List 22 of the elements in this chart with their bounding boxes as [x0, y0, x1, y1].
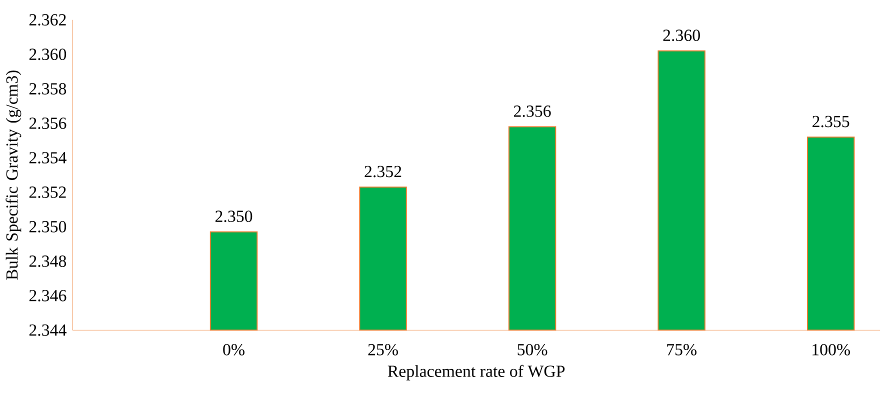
x-tick-label: 25% — [368, 344, 398, 356]
x-tick-label: 100% — [812, 344, 850, 356]
data-label: 2.352 — [364, 166, 402, 178]
data-label: 2.356 — [514, 106, 551, 118]
y-tick-label: 2.358 — [29, 83, 66, 95]
data-label: 2.360 — [663, 30, 700, 42]
x-axis-title: Replacement rate of WGP — [388, 365, 565, 381]
y-tick-label: 2.346 — [29, 290, 66, 302]
y-tick-label: 2.348 — [29, 256, 66, 268]
x-tick-label: 75% — [667, 344, 696, 356]
y-axis-title: Bulk Specific Gravity (g/cm3) — [6, 70, 22, 280]
data-label: 2.355 — [812, 116, 850, 128]
y-tick-label: 2.356 — [29, 118, 66, 130]
y-tick-label: 2.360 — [29, 48, 66, 60]
x-tick-label: 50% — [518, 344, 548, 356]
y-tick-label: 2.362 — [29, 14, 66, 26]
x-tick-label: 0% — [223, 344, 244, 356]
y-tick-label: 2.350 — [29, 221, 66, 233]
data-label: 2.350 — [216, 210, 252, 222]
y-tick-label: 2.354 — [29, 152, 66, 164]
y-tick-label: 2.352 — [29, 186, 66, 198]
y-tick-label: 2.344 — [29, 324, 66, 336]
